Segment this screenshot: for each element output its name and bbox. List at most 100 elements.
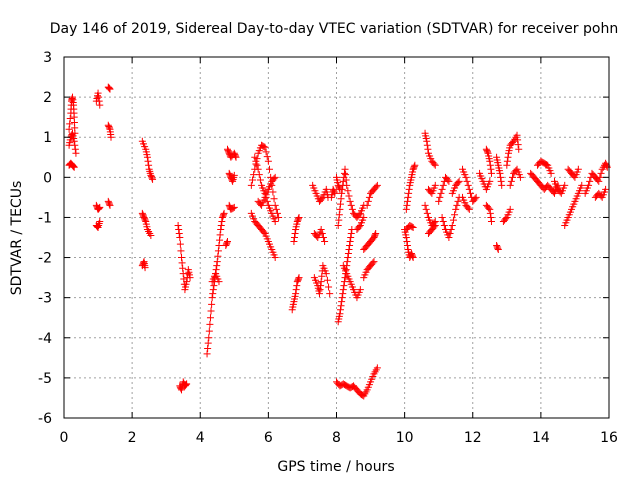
data-point [209,290,217,298]
data-point [341,165,349,173]
data-point [439,181,447,189]
data-point [339,290,347,298]
y-tick-label: -6 [38,411,52,427]
data-point [408,223,416,231]
data-point [214,247,222,255]
data-point [214,252,222,260]
data-point [345,192,353,200]
data-point [251,153,259,161]
data-point [336,200,344,208]
data-point [216,236,224,244]
data-point [346,242,354,250]
data-point [149,175,157,183]
x-tick-label: 8 [332,430,341,446]
data-point [506,181,514,189]
data-point [340,169,348,177]
x-tick-label: 16 [600,430,618,446]
data-point [294,215,302,223]
data-point [260,143,268,151]
data-point [343,258,351,266]
data-point [105,124,113,132]
data-point [508,173,516,181]
data-point [335,184,343,192]
data-point [256,176,264,184]
data-point [330,188,338,196]
data-point [502,215,510,223]
data-point [319,234,327,241]
chart-title: Day 146 of 2019, Sidereal Day-to-day VTE… [50,21,618,37]
data-point [431,161,439,169]
data-point [339,177,347,185]
data-point [487,213,495,221]
data-point [486,205,494,213]
data-point [506,205,514,213]
data-point [503,157,511,165]
data-point [341,274,349,282]
data-point [338,189,346,197]
data-point [207,307,215,315]
data-point [338,298,346,306]
data-point [403,197,411,205]
data-point [175,225,183,233]
data-point [603,163,611,171]
data-point [318,272,326,280]
data-point [494,244,502,252]
data-point [449,216,457,224]
data-point [68,131,76,139]
data-point [290,238,298,246]
y-tick-labels: -6 -5 -4 -3 -2 -1 0 1 2 3 [38,50,52,427]
data-point [344,187,352,195]
data-point [291,229,299,237]
data-point [271,201,279,209]
data-point [229,204,237,212]
axis-ticks [63,56,610,419]
data-point [471,195,479,203]
data-point [183,278,191,286]
data-point [290,234,298,241]
data-point [444,176,452,184]
data-point [217,221,225,229]
data-point [295,274,303,282]
data-point [402,234,410,241]
data-point [342,266,350,274]
data-point [516,173,524,181]
data-point [105,200,113,208]
data-point [181,381,189,389]
x-tick-labels: 0 2 4 6 8 10 12 14 16 [60,430,618,446]
data-point [369,259,377,267]
data-point [70,163,78,171]
data-point [318,195,326,203]
data-point [464,204,472,212]
x-tick-label: 14 [532,430,550,446]
data-point [466,189,474,197]
data-point [263,197,271,205]
data-point [178,254,186,262]
data-point [497,177,505,185]
data-point [595,177,603,185]
data-point [405,189,413,197]
data-point [271,254,279,262]
data-point [372,229,380,237]
data-point [325,283,333,291]
data-point [437,189,445,197]
data-point [337,195,345,203]
data-point [270,195,278,203]
data-marks [65,83,611,400]
data-point [497,173,505,181]
y-tick-label: -1 [38,210,52,226]
data-point [272,205,280,213]
y-tick-label: -2 [38,251,52,267]
y-tick-label: 1 [43,130,52,146]
data-point [507,177,515,185]
data-point [371,231,379,239]
data-point [96,101,104,109]
data-point [344,254,352,262]
data-point [105,84,113,92]
data-point [515,145,523,153]
data-point [210,282,218,290]
data-point [143,153,151,161]
data-point [337,302,345,310]
data-point [335,216,343,224]
data-point [423,137,431,145]
